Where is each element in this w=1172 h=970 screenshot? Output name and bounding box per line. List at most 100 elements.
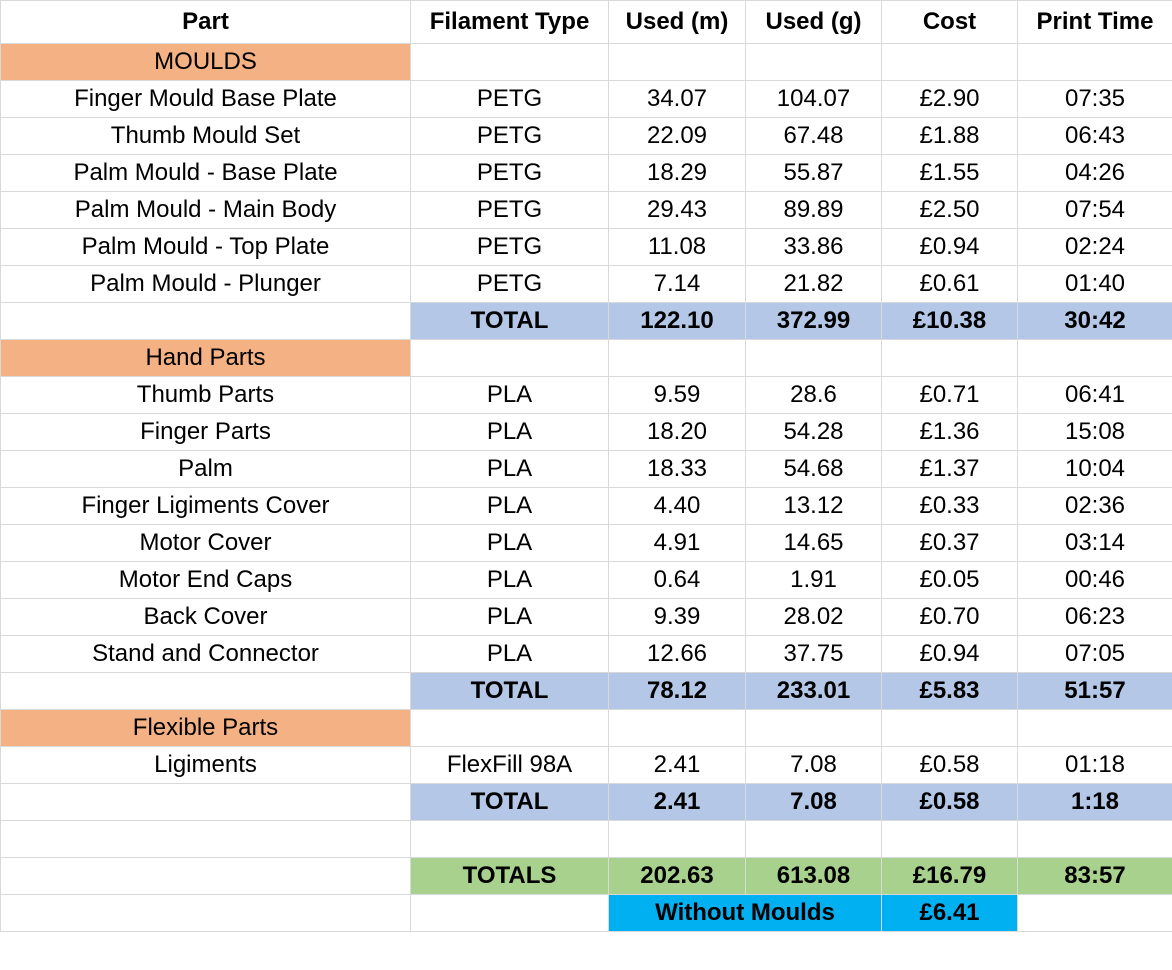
cost-cell[interactable]: £0.58 [881, 746, 1018, 784]
filament-type-cell[interactable]: PETG [410, 80, 609, 118]
grand-total-label[interactable]: TOTALS [410, 857, 609, 895]
filament-type-cell[interactable]: PLA [410, 450, 609, 488]
part-cell[interactable]: Motor End Caps [0, 561, 411, 599]
filament-type-cell[interactable]: PETG [410, 154, 609, 192]
cost-cell[interactable]: £0.94 [881, 228, 1018, 266]
empty-cell[interactable] [608, 43, 746, 81]
part-cell[interactable]: Palm [0, 450, 411, 488]
print-time-cell[interactable]: 06:23 [1017, 598, 1172, 636]
empty-cell[interactable] [1017, 820, 1172, 858]
cost-cell[interactable]: £0.37 [881, 524, 1018, 562]
cost-cell[interactable]: £0.33 [881, 487, 1018, 525]
without-moulds-value[interactable]: £6.41 [881, 894, 1018, 932]
print-time-cell[interactable]: 02:36 [1017, 487, 1172, 525]
print-time-cell[interactable]: 01:18 [1017, 746, 1172, 784]
used-m-cell[interactable]: 4.40 [608, 487, 746, 525]
empty-cell[interactable] [881, 709, 1018, 747]
cost-cell[interactable]: £1.88 [881, 117, 1018, 155]
cost-cell[interactable]: £1.37 [881, 450, 1018, 488]
used-m-cell[interactable]: 29.43 [608, 191, 746, 229]
used-m-cell[interactable]: 34.07 [608, 80, 746, 118]
total-cost[interactable]: £0.58 [881, 783, 1018, 821]
empty-cell[interactable] [410, 339, 609, 377]
used-m-cell[interactable]: 7.14 [608, 265, 746, 303]
empty-cell[interactable] [881, 820, 1018, 858]
total-cost[interactable]: £5.83 [881, 672, 1018, 710]
filament-type-cell[interactable]: PLA [410, 561, 609, 599]
empty-cell[interactable] [745, 820, 882, 858]
empty-cell[interactable] [745, 339, 882, 377]
used-m-cell[interactable]: 18.29 [608, 154, 746, 192]
empty-cell[interactable] [745, 43, 882, 81]
total-used-g[interactable]: 372.99 [745, 302, 882, 340]
filament-type-cell[interactable]: PLA [410, 635, 609, 673]
filament-type-cell[interactable]: PLA [410, 598, 609, 636]
empty-cell[interactable] [1017, 709, 1172, 747]
grand-total-cost[interactable]: £16.79 [881, 857, 1018, 895]
print-time-cell[interactable]: 00:46 [1017, 561, 1172, 599]
print-time-cell[interactable]: 04:26 [1017, 154, 1172, 192]
cost-cell[interactable]: £0.71 [881, 376, 1018, 414]
header-print-time[interactable]: Print Time [1017, 0, 1172, 44]
cost-cell[interactable]: £2.90 [881, 80, 1018, 118]
section-title[interactable]: Hand Parts [0, 339, 411, 377]
print-time-cell[interactable]: 07:54 [1017, 191, 1172, 229]
part-cell[interactable]: Thumb Parts [0, 376, 411, 414]
cost-cell[interactable]: £0.94 [881, 635, 1018, 673]
part-cell[interactable]: Finger Parts [0, 413, 411, 451]
header-part[interactable]: Part [0, 0, 411, 44]
total-used-m[interactable]: 122.10 [608, 302, 746, 340]
empty-cell[interactable] [1017, 43, 1172, 81]
total-print-time[interactable]: 30:42 [1017, 302, 1172, 340]
used-g-cell[interactable]: 21.82 [745, 265, 882, 303]
empty-cell[interactable] [0, 783, 411, 821]
used-g-cell[interactable]: 55.87 [745, 154, 882, 192]
filament-type-cell[interactable]: PLA [410, 487, 609, 525]
empty-cell[interactable] [1017, 894, 1172, 932]
empty-cell[interactable] [881, 43, 1018, 81]
total-label[interactable]: TOTAL [410, 783, 609, 821]
cost-cell[interactable]: £1.55 [881, 154, 1018, 192]
used-g-cell[interactable]: 28.6 [745, 376, 882, 414]
cost-cell[interactable]: £0.70 [881, 598, 1018, 636]
used-m-cell[interactable]: 11.08 [608, 228, 746, 266]
filament-type-cell[interactable]: PETG [410, 117, 609, 155]
print-time-cell[interactable]: 10:04 [1017, 450, 1172, 488]
print-time-cell[interactable]: 06:41 [1017, 376, 1172, 414]
used-g-cell[interactable]: 104.07 [745, 80, 882, 118]
filament-type-cell[interactable]: PLA [410, 376, 609, 414]
print-time-cell[interactable]: 06:43 [1017, 117, 1172, 155]
empty-cell[interactable] [0, 894, 411, 932]
empty-cell[interactable] [0, 302, 411, 340]
header-used-g[interactable]: Used (g) [745, 0, 882, 44]
used-g-cell[interactable]: 67.48 [745, 117, 882, 155]
empty-cell[interactable] [0, 820, 411, 858]
total-label[interactable]: TOTAL [410, 302, 609, 340]
empty-cell[interactable] [0, 672, 411, 710]
part-cell[interactable]: Palm Mould - Plunger [0, 265, 411, 303]
part-cell[interactable]: Palm Mould - Top Plate [0, 228, 411, 266]
total-label[interactable]: TOTAL [410, 672, 609, 710]
grand-total-used-m[interactable]: 202.63 [608, 857, 746, 895]
part-cell[interactable]: Motor Cover [0, 524, 411, 562]
used-m-cell[interactable]: 18.20 [608, 413, 746, 451]
part-cell[interactable]: Back Cover [0, 598, 411, 636]
print-time-cell[interactable]: 01:40 [1017, 265, 1172, 303]
header-cost[interactable]: Cost [881, 0, 1018, 44]
header-filament-type[interactable]: Filament Type [410, 0, 609, 44]
filament-type-cell[interactable]: PETG [410, 191, 609, 229]
used-g-cell[interactable]: 89.89 [745, 191, 882, 229]
empty-cell[interactable] [1017, 339, 1172, 377]
part-cell[interactable]: Palm Mould - Base Plate [0, 154, 411, 192]
used-g-cell[interactable]: 28.02 [745, 598, 882, 636]
empty-cell[interactable] [410, 894, 609, 932]
total-print-time[interactable]: 1:18 [1017, 783, 1172, 821]
empty-cell[interactable] [410, 43, 609, 81]
used-m-cell[interactable]: 0.64 [608, 561, 746, 599]
header-used-m[interactable]: Used (m) [608, 0, 746, 44]
print-time-cell[interactable]: 03:14 [1017, 524, 1172, 562]
empty-cell[interactable] [0, 857, 411, 895]
used-m-cell[interactable]: 9.39 [608, 598, 746, 636]
used-m-cell[interactable]: 2.41 [608, 746, 746, 784]
part-cell[interactable]: Ligiments [0, 746, 411, 784]
